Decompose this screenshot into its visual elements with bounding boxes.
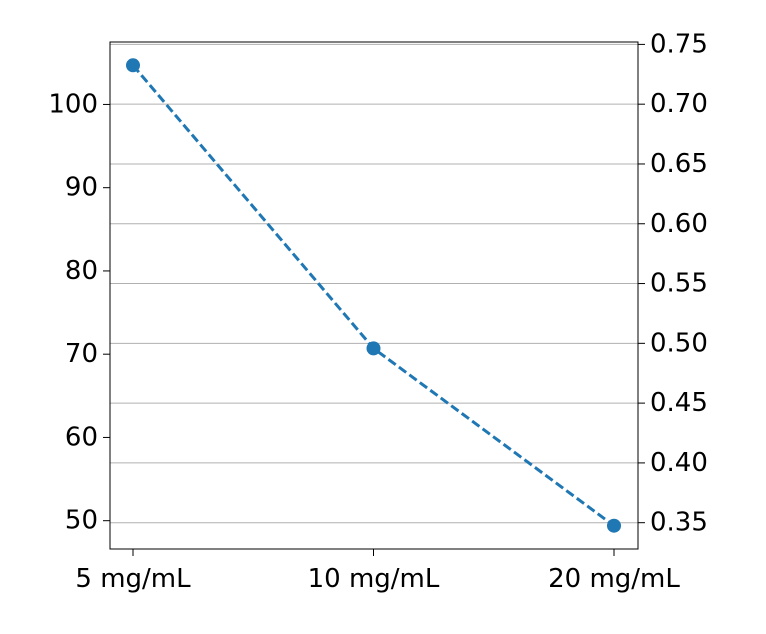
left-tick-label-2: 70 bbox=[65, 339, 98, 369]
right-tick-label-6: 0.65 bbox=[650, 149, 708, 179]
left-tick-label-3: 80 bbox=[65, 256, 98, 286]
right-tick-label-1: 0.40 bbox=[650, 448, 708, 478]
left-tick-label-0: 50 bbox=[65, 506, 98, 536]
right-tick-label-0: 0.35 bbox=[650, 508, 708, 538]
left-tick-label-5: 100 bbox=[48, 89, 98, 119]
series-line-0 bbox=[131, 64, 615, 527]
x-tick-label-0: 5 mg/mL bbox=[75, 564, 191, 594]
axes: 50 60 70 80 90 100 0.35 0.40 0.45 0.50 0.55 0.60 0.6… bbox=[48, 29, 708, 594]
grid bbox=[110, 43, 638, 524]
right-tick-label-8: 0.75 bbox=[650, 29, 708, 59]
data-point-0-0 bbox=[126, 58, 140, 73]
right-tick-label-3: 0.50 bbox=[650, 328, 708, 358]
left-tick-label-1: 60 bbox=[65, 422, 98, 452]
right-tick-label-2: 0.45 bbox=[650, 388, 708, 418]
right-tick-label-7: 0.70 bbox=[650, 89, 708, 119]
right-tick-label-5: 0.60 bbox=[650, 209, 708, 239]
plot-area bbox=[126, 58, 621, 533]
x-tick-label-1: 10 mg/mL bbox=[308, 564, 440, 594]
data-point-0-1 bbox=[366, 341, 381, 356]
right-tick-label-4: 0.55 bbox=[650, 269, 708, 299]
x-tick-label-2: 20 mg/mL bbox=[548, 564, 680, 594]
left-tick-label-4: 90 bbox=[65, 173, 98, 203]
data-point-0-2 bbox=[607, 518, 621, 533]
plot-frame bbox=[109, 41, 639, 550]
